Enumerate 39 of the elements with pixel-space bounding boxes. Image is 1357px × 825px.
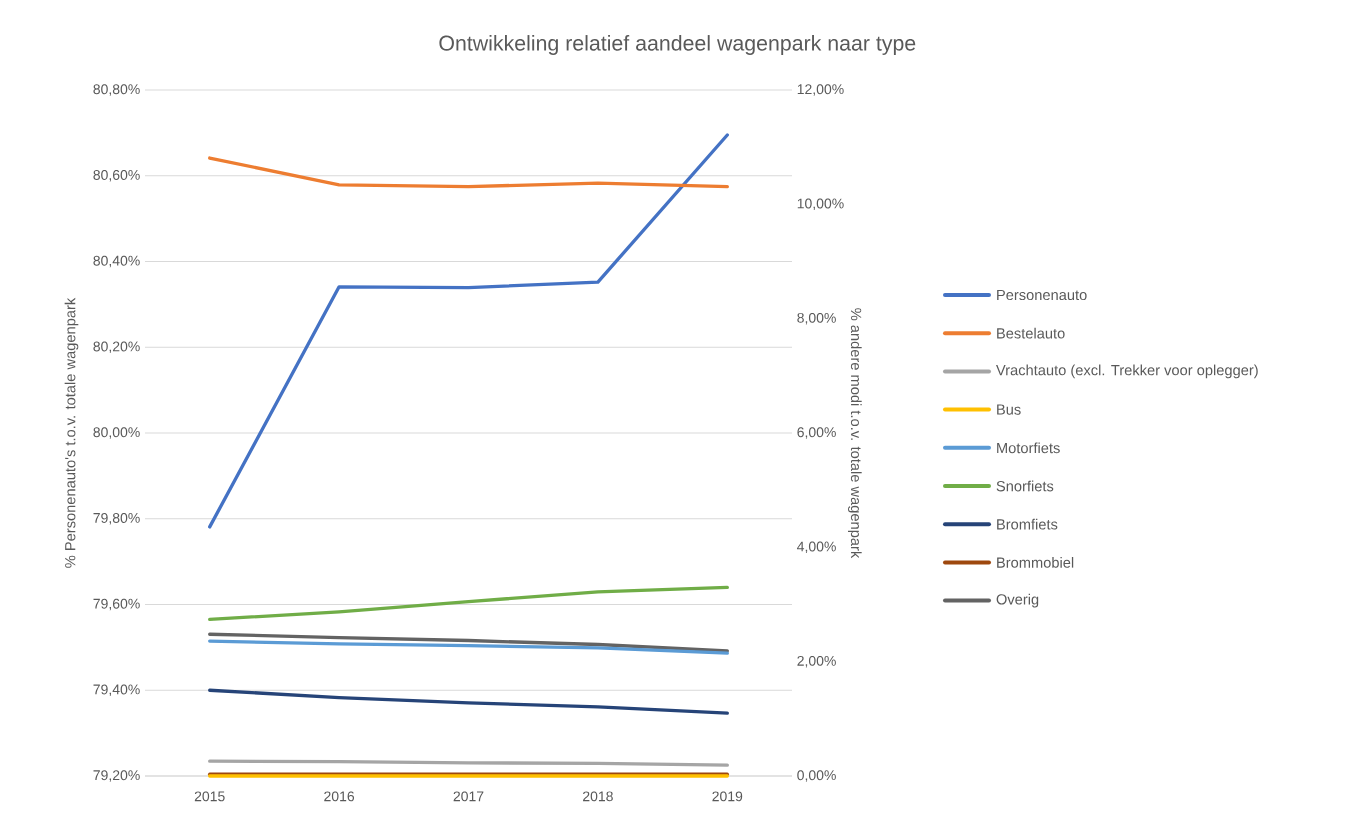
y2-tick-label: 6,00% (797, 427, 836, 439)
line-series (208, 585, 729, 622)
legend-label: Personenauto (997, 289, 1087, 301)
y-tick-label: 80,80% (93, 84, 140, 96)
line-series (208, 639, 729, 655)
legend-label: Motorfiets (997, 442, 1060, 454)
y2-tick-label: 8,00% (797, 312, 836, 325)
legend-label: Vrachtauto (excl. Trekker voor oplegger) (996, 364, 1258, 379)
y-tick-label: 80,20% (93, 341, 140, 354)
legend-label: Brommobiel (997, 557, 1074, 568)
x-tick-label: 2016 (324, 791, 355, 802)
y-tick-label: 79,80% (93, 512, 140, 525)
y-tick-label: 80,40% (93, 255, 140, 268)
line-series (208, 156, 729, 189)
line-series (208, 632, 729, 653)
y-tick-label: 79,60% (93, 598, 140, 611)
y2-tick-label: 2,00% (797, 655, 836, 668)
legend-label: Bestelauto (997, 327, 1065, 339)
legend-label: Overig (996, 593, 1039, 608)
y2-tick-label: 12,00% (797, 84, 844, 96)
y-tick-label: 79,40% (93, 684, 140, 697)
legend-label: Bromfiets (997, 518, 1058, 530)
x-tick-label: 2019 (712, 791, 743, 802)
legend-label: Snorfiets (996, 480, 1054, 492)
y-tick-label: 79,20% (93, 770, 140, 782)
x-tick-label: 2015 (194, 791, 225, 802)
x-tick-label: 2017 (453, 791, 484, 802)
y2-tick-label: 0,00% (797, 770, 836, 782)
line-series (208, 133, 729, 529)
legend-label: Bus (997, 404, 1021, 415)
y2-axis-title: % andere modi t.o.v. totale wagenpark (848, 308, 862, 559)
y-axis-title: % Personenauto's t.o.v. totale wagenpark (64, 297, 79, 568)
y-tick-label: 80,00% (93, 427, 140, 439)
line-series (208, 688, 729, 715)
chart-title: Ontwikkeling relatief aandeel wagenpark naar type (439, 35, 916, 55)
y2-tick-label: 4,00% (797, 541, 836, 554)
y2-tick-label: 10,00% (797, 198, 844, 211)
x-tick-label: 2018 (583, 791, 613, 802)
y-tick-label: 80,60% (93, 169, 140, 182)
